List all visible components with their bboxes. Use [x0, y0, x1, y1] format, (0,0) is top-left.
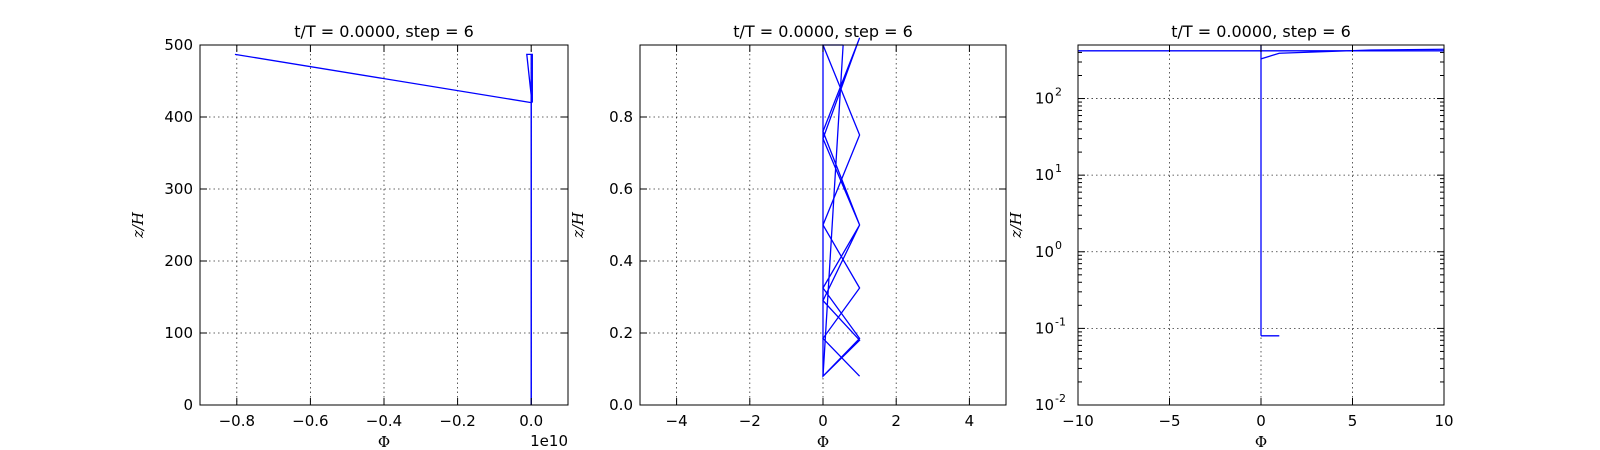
y-tick-exponent: 2: [1055, 86, 1062, 99]
y-tick-label: 10: [1035, 396, 1054, 414]
y-axis-label: z/H: [569, 211, 587, 239]
chart-panel-1: −0.8 −0.6 −0.4 −0.2 0.0 0 100 200 300 400 500 t/T =…: [129, 22, 569, 450]
y-tick-label: 10: [1035, 166, 1054, 184]
y-tick-label: 0.2: [609, 324, 633, 342]
y-tick-label: 300: [164, 180, 193, 198]
y-tick-exponent: 1: [1055, 162, 1062, 175]
y-tick-label: 0.0: [609, 396, 633, 414]
x-axis-label: Φ: [1255, 433, 1267, 450]
y-tick-exponent: -1: [1055, 315, 1066, 328]
x-tick-label: 0.0: [519, 412, 543, 430]
x-axis-label: Φ: [817, 433, 829, 450]
y-tick-label: 200: [164, 252, 193, 270]
y-tick-label: 500: [164, 36, 193, 54]
x-tick-label: −0.2: [439, 412, 475, 430]
chart-panel-2: −4 −2 0 2 4 0.0 0.2 0.4 0.6 0.8 t/T = 0.0000, step…: [569, 22, 1007, 450]
y-tick-exponent: -2: [1055, 392, 1066, 405]
x-tick-label: −0.4: [366, 412, 402, 430]
y-tick-label: 0.4: [609, 252, 633, 270]
y-axis-label: z/H: [1007, 211, 1025, 239]
x-axis-label: Φ: [378, 433, 390, 450]
y-tick-label: 10: [1035, 243, 1054, 261]
x-tick-label: −5: [1158, 412, 1180, 430]
series-line-2: [822, 37, 861, 378]
y-tick-label: 400: [164, 108, 193, 126]
y-tick-label: 10: [1035, 319, 1054, 337]
x-tick-label: −0.6: [292, 412, 328, 430]
chart-title: t/T = 0.0000, step = 6: [733, 22, 913, 41]
x-tick-label: 10: [1434, 412, 1453, 430]
x-tick-label: −4: [666, 412, 688, 430]
y-tick-label: 10: [1035, 90, 1054, 108]
y-tick-exponent: 0: [1055, 239, 1062, 252]
chart-title: t/T = 0.0000, step = 6: [1171, 22, 1351, 41]
x-tick-label: 0: [818, 412, 828, 430]
x-tick-label: −10: [1062, 412, 1094, 430]
y-axis-label: z/H: [129, 211, 147, 239]
x-tick-label: 2: [891, 412, 901, 430]
x-tick-label: 0: [1256, 412, 1266, 430]
series-line-4: [1260, 48, 1445, 60]
x-offset-text: 1e10: [530, 432, 568, 450]
y-tick-label: 0: [183, 396, 193, 414]
y-tick-label: 0.8: [609, 108, 633, 126]
x-tick-label: −0.8: [219, 412, 255, 430]
x-tick-label: −2: [739, 412, 761, 430]
chart-title: t/T = 0.0000, step = 6: [294, 22, 474, 41]
series-line-3: [234, 53, 532, 104]
y-tick-label: 100: [164, 324, 193, 342]
x-tick-label: 5: [1348, 412, 1358, 430]
y-tick-label: 0.6: [609, 180, 633, 198]
series-line-2: [526, 53, 533, 405]
x-tick-label: 4: [965, 412, 975, 430]
